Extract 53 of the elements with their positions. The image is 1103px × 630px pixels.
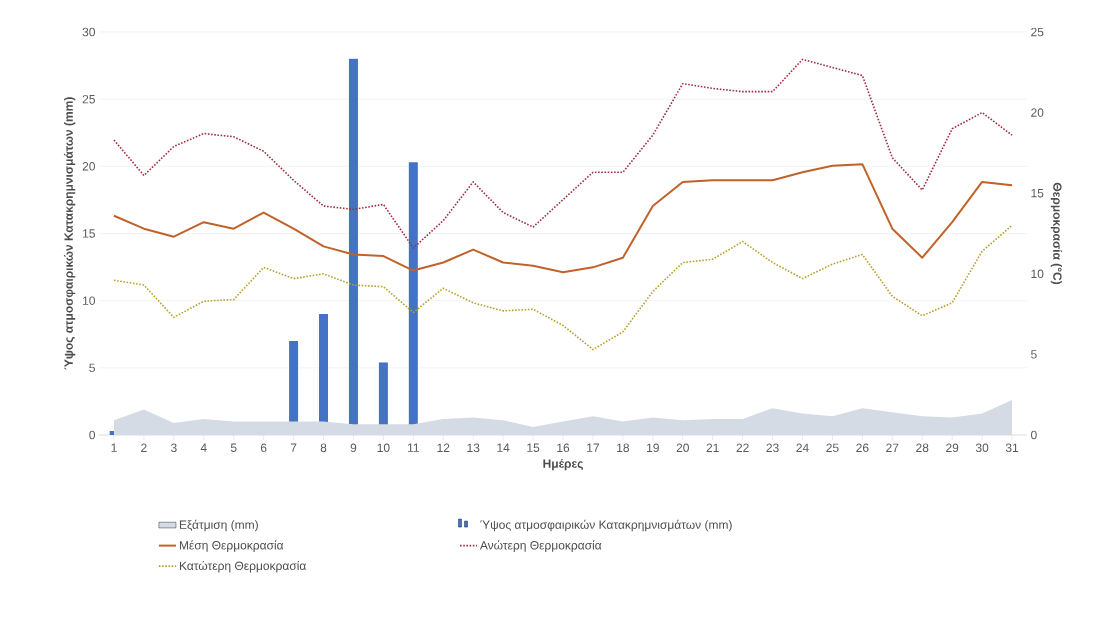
y-axis-title: Ύψος ατμοσφαιρικών Κατακρημνισμάτων (mm) [63,97,76,370]
line-series [113,224,1013,351]
x-axis-title: Ημέρες [543,458,583,471]
x-tick-label: 23 [766,443,779,453]
x-tick-label: 17 [587,443,600,452]
y2-tick-label: 0 [1031,430,1037,440]
x-tick-label: 6 [260,443,267,453]
legend-label: Εξάτμιση (mm) [179,519,258,532]
x-tick-label: 19 [647,443,659,453]
x-tick-label: 2 [141,443,147,452]
x-tick-label: 29 [946,443,959,453]
y2-tick-label: 5 [1031,350,1037,359]
x-tick-label: 31 [1005,443,1019,453]
x-tick-label: 27 [886,443,899,452]
legend-label: Κατώτερη Θερμοκρασία [179,560,306,573]
x-tick-label: 11 [408,443,419,452]
y-tick-label: 10 [83,296,95,305]
x-tick-label: 25 [826,443,839,453]
legend-label: Ανώτερη Θερμοκρασία [479,540,602,552]
x-tick-label: 21 [706,443,719,452]
legend-label: Μέση Θερμοκρασία [179,540,284,552]
x-tick-label: 26 [856,443,869,453]
x-tick-label: 7 [290,443,297,452]
x-tick-label: 24 [796,443,809,452]
y-tick-label: 20 [82,162,95,171]
x-tick-label: 14 [497,443,510,452]
x-tick-label: 10 [377,443,390,453]
x-tick-label: 15 [527,443,540,452]
x-tick-label: 16 [557,443,570,453]
x-tick-label: 8 [320,443,327,453]
x-tick-label: 30 [975,443,989,453]
y2-axis-title: Θερμοκρασία (°C) [1050,182,1063,285]
y-tick-label: 0 [89,430,96,440]
y-tick-label: 25 [82,94,95,104]
x-tick-label: 22 [736,443,749,452]
y-tick-label: 30 [82,27,95,37]
y2-tick-label: 20 [1031,108,1044,117]
y2-tick-label: 15 [1031,189,1044,198]
y2-tick-label: 25 [1031,27,1044,37]
x-tick-label: 1 [111,443,117,452]
x-tick-label: 5 [230,443,237,452]
y-tick-label: 5 [89,363,95,373]
x-tick-label: 13 [467,443,480,453]
x-tick-label: 3 [170,443,177,453]
legend-label: Ύψος ατμοσφαιρικών Κατακρημνισμάτων (mm) [480,519,732,532]
y2-tick-label: 10 [1031,269,1044,279]
x-tick-label: 9 [350,443,357,453]
x-tick-label: 28 [916,443,929,453]
x-tick-label: 18 [617,443,630,453]
x-tick-label: 20 [676,443,689,453]
x-tick-label: 4 [200,443,207,452]
y-tick-label: 15 [83,229,95,238]
x-tick-label: 12 [437,443,450,452]
